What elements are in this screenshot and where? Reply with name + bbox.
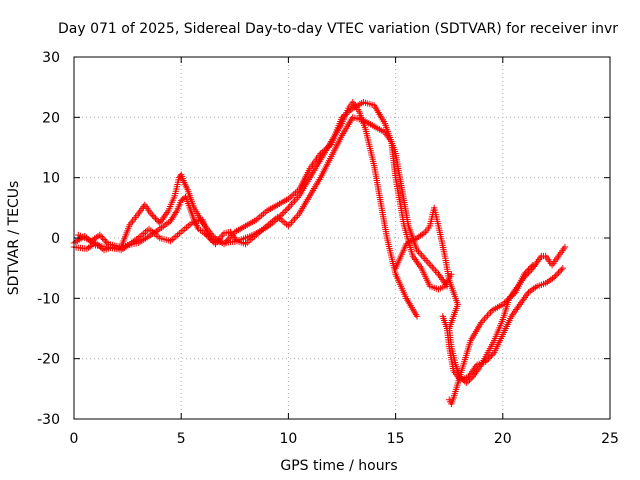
- data-point: [97, 233, 105, 240]
- data-point: [205, 234, 213, 242]
- data-point: [510, 290, 518, 298]
- data-point: [529, 261, 537, 269]
- y-tick-label: -20: [37, 352, 60, 368]
- data-point: [486, 353, 494, 361]
- data-point: [558, 266, 565, 273]
- data-point: [561, 243, 569, 251]
- chart-title: Day 071 of 2025, Sidereal Day-to-day VTE…: [58, 21, 618, 37]
- data-point: [499, 301, 506, 308]
- data-point: [150, 213, 158, 221]
- y-axis-label: SDTVAR / TECUs: [6, 181, 22, 296]
- series-track-c: [70, 114, 455, 293]
- data-point: [502, 298, 510, 305]
- data-point: [283, 206, 291, 213]
- y-tick-label: 0: [51, 231, 60, 247]
- data-point: [507, 293, 515, 301]
- x-tick-label: 15: [387, 431, 405, 447]
- data-point: [522, 269, 529, 276]
- data-points: [70, 99, 569, 408]
- data-point: [147, 210, 155, 218]
- data-point: [555, 269, 562, 276]
- x-tick-label: 0: [70, 431, 79, 447]
- y-tick-label: -30: [37, 412, 60, 428]
- series-track-e: [439, 264, 567, 383]
- data-point: [464, 378, 472, 385]
- data-point: [209, 237, 216, 245]
- data-point: [523, 267, 531, 275]
- grid: [74, 57, 610, 419]
- data-point: [521, 271, 528, 278]
- data-point: [149, 212, 156, 219]
- x-axis-label: GPS time / hours: [280, 458, 397, 474]
- data-point: [556, 267, 564, 275]
- data-point: [152, 215, 159, 222]
- data-point: [282, 207, 289, 215]
- data-point: [99, 234, 106, 242]
- x-tick-label: 5: [177, 431, 186, 447]
- data-point: [482, 358, 489, 365]
- data-point: [525, 266, 532, 273]
- y-tick-label: 30: [42, 50, 60, 66]
- data-point: [413, 313, 421, 320]
- x-tick-label: 20: [494, 431, 512, 447]
- data-point: [102, 237, 109, 245]
- data-point: [509, 292, 516, 299]
- y-tick-label: -10: [37, 291, 60, 307]
- series-track-f: [446, 261, 537, 408]
- x-tick-label: 25: [601, 431, 619, 447]
- data-point: [528, 263, 535, 270]
- x-tick-label: 10: [279, 431, 297, 447]
- data-point: [552, 272, 559, 279]
- data-point: [489, 350, 496, 358]
- data-point: [277, 212, 284, 219]
- y-tick-label: 10: [42, 171, 60, 187]
- data-point: [485, 355, 492, 362]
- data-point: [280, 209, 288, 216]
- data-point: [553, 271, 561, 278]
- data-point: [100, 236, 108, 243]
- data-point: [526, 264, 534, 272]
- data-point: [506, 295, 513, 302]
- data-point: [504, 296, 511, 304]
- data-point: [279, 210, 286, 218]
- data-point: [103, 239, 111, 246]
- data-point: [488, 352, 495, 359]
- data-point: [96, 231, 103, 239]
- y-tick-label: 20: [42, 110, 60, 126]
- axis-ticks: 0 5 10 15 20 25 -30 -20 -10 0 10 20 30: [37, 50, 619, 447]
- data-point: [559, 264, 567, 272]
- data-point: [207, 236, 214, 243]
- data-point: [483, 356, 491, 364]
- data-point: [501, 299, 508, 307]
- data-point: [551, 274, 558, 281]
